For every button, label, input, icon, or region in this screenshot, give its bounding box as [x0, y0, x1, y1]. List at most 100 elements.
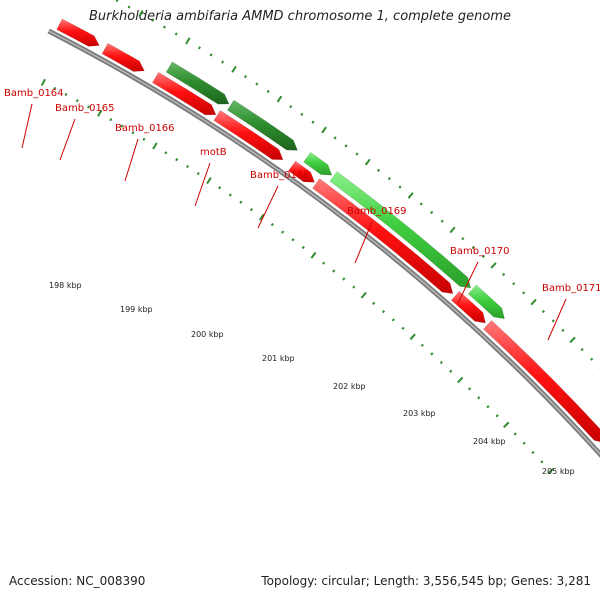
inner-tick-minor — [342, 277, 346, 281]
gene-label[interactable]: Bamb_0169 — [347, 206, 407, 217]
gene-arrow-motb[interactable] — [226, 99, 298, 151]
outer-tick-minor — [243, 75, 248, 79]
gene-label[interactable]: motB — [200, 147, 227, 158]
inner-tick-minor — [64, 92, 68, 97]
inner-tick-minor — [449, 369, 453, 373]
inner-tick-minor — [391, 318, 395, 322]
outer-tick-minor — [430, 210, 434, 215]
gene-label[interactable]: Bamb_0168 — [250, 170, 310, 181]
gene-arrow-red-2[interactable] — [213, 109, 284, 161]
gene-label[interactable]: Bamb_0166 — [115, 123, 175, 134]
outer-tick-minor — [266, 89, 270, 94]
outer-tick-minor — [419, 202, 423, 206]
outer-tick-major — [449, 226, 456, 234]
inner-tick-minor — [301, 245, 305, 250]
outer-tick-minor — [398, 185, 402, 189]
inner-tick-minor — [531, 450, 535, 455]
inner-tick-minor — [87, 105, 90, 109]
scale-label: 198 kbp — [49, 281, 82, 290]
inner-tick-minor — [467, 387, 472, 391]
scale-label: 201 kbp — [262, 354, 295, 363]
scale-label: 203 kbp — [403, 409, 436, 418]
outer-tick-minor — [502, 272, 506, 277]
gene-arrow-bamb-0165[interactable] — [101, 42, 145, 72]
outer-tick-major — [231, 65, 237, 73]
label-leader-line — [257, 185, 279, 229]
scale-label: 205 kbp — [542, 467, 575, 476]
inner-tick-ruler — [40, 78, 554, 475]
outer-tick-minor — [289, 105, 293, 109]
inner-tick-minor — [401, 326, 405, 330]
inner-tick-major — [97, 109, 103, 117]
outer-tick-minor — [255, 82, 259, 86]
outer-tick-minor — [387, 177, 391, 181]
label-leader-line — [21, 103, 33, 149]
scale-label: 204 kbp — [473, 437, 506, 446]
map-title: Burkholderia ambifaria AMMD chromosome 1… — [88, 9, 512, 24]
outer-tick-major — [185, 37, 191, 45]
inner-tick-major — [206, 177, 212, 185]
outer-tick-minor — [377, 168, 381, 172]
inner-tick-minor — [270, 222, 274, 227]
inner-tick-minor — [420, 343, 424, 347]
gene-arrow-red-3[interactable] — [288, 160, 315, 183]
inner-tick-minor — [352, 285, 356, 289]
outer-tick-minor — [561, 328, 565, 332]
inner-tick-minor — [228, 193, 232, 197]
inner-tick-minor — [142, 137, 146, 141]
gene-arrow-bamb-0168[interactable] — [303, 151, 333, 176]
outer-tick-minor — [127, 5, 131, 9]
inner-tick-major — [409, 333, 416, 341]
inner-tick-major — [152, 142, 158, 150]
gene-label[interactable]: Bamb_0164 — [4, 88, 64, 99]
inner-tick-minor — [322, 261, 326, 265]
inner-tick-minor — [164, 151, 168, 155]
inner-tick-minor — [372, 301, 376, 305]
outer-tick-minor — [580, 347, 584, 352]
inner-tick-minor — [540, 460, 544, 464]
outer-tick-minor — [522, 291, 526, 295]
inner-tick-minor — [332, 269, 336, 273]
topology-summary: Topology: circular; Length: 3,556,545 bp… — [261, 574, 591, 588]
inner-tick-minor — [53, 86, 57, 90]
backbone-layer — [47, 28, 600, 458]
inner-tick-major — [310, 251, 317, 259]
outer-tick-minor — [440, 219, 444, 223]
inner-tick-minor — [131, 131, 135, 135]
gene-arrow-bamb-0169[interactable] — [329, 171, 472, 289]
gene-arrow-red-1[interactable] — [151, 71, 217, 116]
outer-tick-major — [569, 336, 576, 344]
inner-tick-minor — [381, 310, 386, 314]
gene-arrow-bamb-0171[interactable] — [482, 319, 600, 443]
outer-tick-major — [530, 298, 537, 306]
gene-arrow-bamb-0170[interactable] — [467, 284, 505, 320]
gene-arrow-bamb-0164[interactable] — [56, 18, 100, 47]
outer-tick-minor — [590, 357, 594, 361]
gene-arrow-red-4[interactable] — [312, 178, 454, 294]
outer-tick-ruler — [115, 0, 600, 370]
outer-tick-major — [276, 95, 283, 103]
outer-tick-major — [490, 262, 497, 269]
gene-label[interactable]: Bamb_0165 — [55, 103, 115, 114]
label-leaders — [21, 103, 567, 341]
gene-label[interactable]: Bamb_0171 — [542, 283, 600, 294]
inner-tick-major — [547, 468, 554, 475]
outer-tick-minor — [471, 245, 475, 250]
gene-label[interactable]: Bamb_0170 — [450, 246, 510, 257]
inner-tick-minor — [495, 414, 499, 418]
inner-tick-major — [360, 291, 367, 299]
outer-tick-major — [138, 10, 144, 18]
outer-tick-minor — [115, 0, 119, 3]
genes-layer — [56, 18, 600, 443]
inner-tick-minor — [185, 164, 190, 169]
inner-tick-minor — [430, 352, 434, 356]
outer-tick-major — [321, 126, 327, 134]
inner-tick-minor — [196, 171, 200, 176]
inner-tick-minor — [120, 124, 124, 128]
gene-arrow-bamb-0166[interactable] — [165, 61, 230, 105]
outer-tick-minor — [221, 60, 225, 64]
inner-tick-minor — [439, 360, 443, 365]
label-leader-line — [457, 261, 479, 304]
